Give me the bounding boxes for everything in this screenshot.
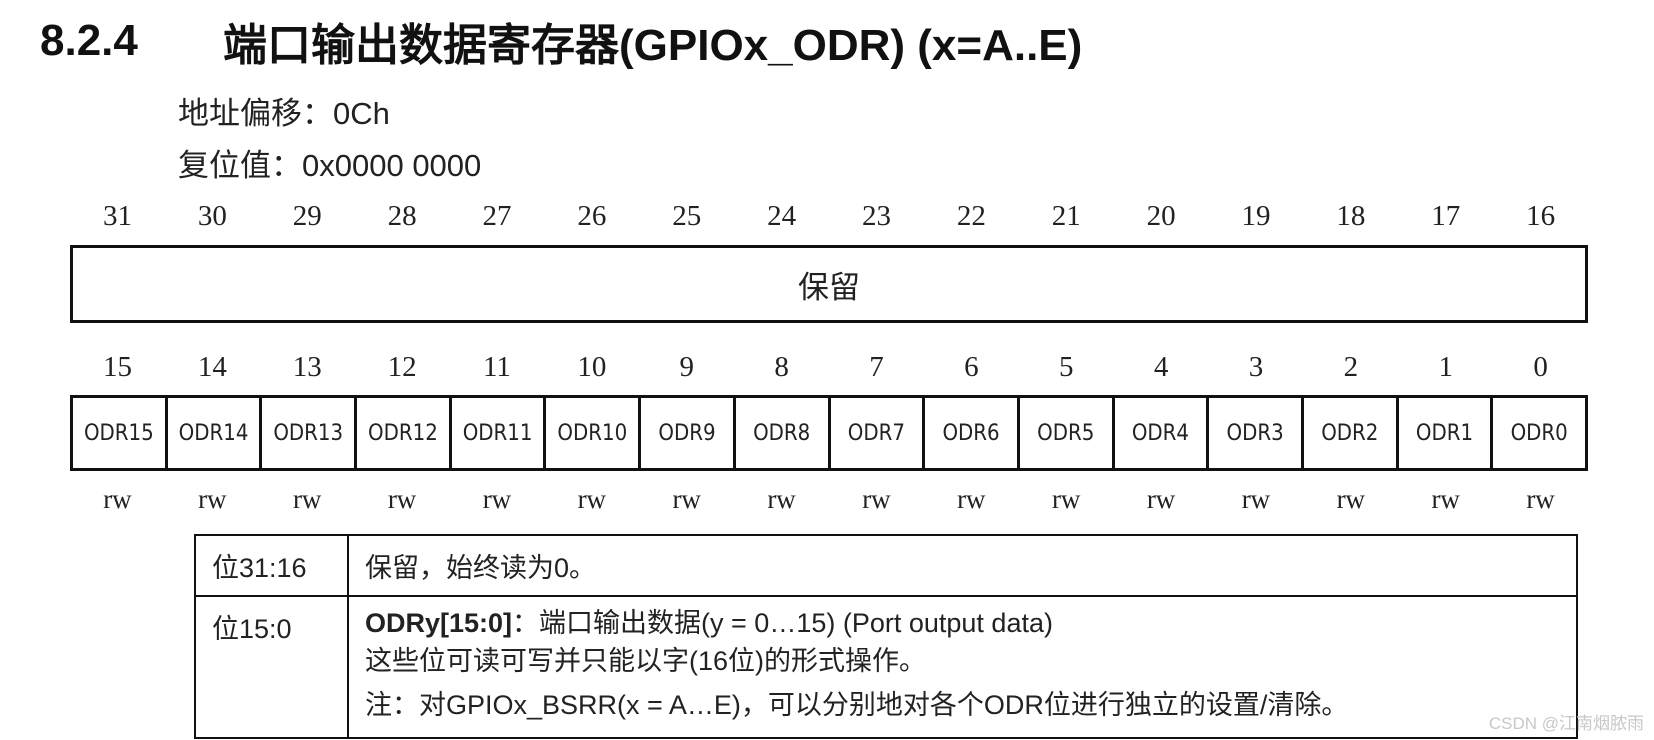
access-type: rw	[292, 484, 322, 514]
bit-number: 21	[1051, 200, 1081, 232]
low-bit-numbers: 15 14 13 12 11 10 9 8 7 6 5 4 3 2 1 0	[70, 351, 1588, 384]
bit-number: 4	[1153, 351, 1169, 383]
bit-number: 23	[861, 200, 891, 232]
bit-number: 13	[292, 351, 322, 383]
access-type: rw	[103, 484, 132, 514]
table-row: 位31:16 保留，始终读为0。	[194, 534, 1578, 597]
bit-number: 27	[482, 200, 512, 232]
bit-description-table: 位31:16 保留，始终读为0。 位15:0 ODRy[15:0]：端口输出数据…	[194, 534, 1578, 739]
bit-number: 15	[102, 351, 132, 383]
bit-number: 7	[869, 351, 884, 383]
odr-field: ODR10	[543, 398, 638, 468]
bit-number: 9	[679, 351, 694, 383]
access-type: rw	[387, 484, 417, 514]
odr-field: ODR0	[1490, 398, 1585, 468]
field-note: 注：对GPIOx_BSRR(x = A…E)，可以分别地对各个ODR位进行独立的…	[365, 690, 1349, 720]
address-offset: 地址偏移：0Ch	[178, 96, 390, 131]
watermark: CSDN @江南烟脓雨	[1488, 714, 1644, 733]
bit-number: 22	[956, 200, 986, 232]
bit-number: 16	[1526, 200, 1556, 232]
bit-number: 6	[964, 351, 979, 383]
access-types: rw rw rw rw rw rw rw rw rw rw rw rw rw r…	[70, 484, 1588, 515]
odr-field: ODR15	[83, 420, 154, 446]
odr-field: ODR9	[638, 398, 733, 468]
bit-number: 20	[1146, 200, 1176, 232]
access-type: rw	[767, 484, 796, 514]
odr-field: ODR5	[1016, 398, 1112, 468]
access-type: rw	[957, 484, 986, 514]
field-summary: ：端口输出数据(y = 0…15) (Port output data)	[512, 608, 1053, 638]
bit-number: 28	[387, 200, 417, 232]
bit-description: 保留，始终读为0。	[347, 534, 1578, 597]
odr-field: ODR7	[827, 398, 923, 468]
access-type: rw	[577, 484, 607, 514]
odr-field: ODR12	[354, 398, 449, 468]
reset-value: 复位值：0x0000 0000	[178, 148, 482, 183]
bit-number: 25	[672, 200, 702, 232]
bit-number: 24	[767, 200, 797, 232]
odr-field: ODR6	[922, 398, 1017, 468]
odr-field: ODR4	[1111, 398, 1207, 468]
field-title: ODRy[15:0]：端口输出数据(y = 0…15) (Port output…	[365, 607, 1560, 639]
access-type: rw	[862, 484, 891, 514]
reserved-field: 保留	[70, 245, 1588, 323]
bit-number: 19	[1241, 200, 1271, 232]
bit-number: 31	[102, 200, 132, 232]
access-type: rw	[1526, 484, 1555, 514]
bit-number: 14	[197, 351, 227, 383]
access-type: rw	[198, 484, 227, 514]
access-type: rw	[482, 484, 512, 514]
bit-number: 5	[1058, 351, 1074, 383]
section-heading: 8.2.4 端口输出数据寄存器(GPIOx_ODR) (x=A..E)	[40, 8, 1082, 74]
table-row: 位15:0 ODRy[15:0]：端口输出数据(y = 0…15) (Port …	[194, 595, 1578, 739]
reserved-label: 保留	[798, 269, 860, 305]
bit-number: 30	[197, 200, 227, 232]
bit-range: 位15:0	[194, 595, 349, 739]
bit-number: 29	[292, 200, 322, 232]
odr-field-row: ODR15 ODR14 ODR13 ODR12 ODR11 ODR10 ODR9…	[70, 395, 1588, 471]
bit-number: 3	[1248, 351, 1264, 383]
access-type: rw	[1051, 484, 1081, 514]
odr-field: ODR13	[259, 398, 354, 468]
field-name: ODRy[15:0]	[365, 608, 513, 638]
odr-field: ODR3	[1206, 398, 1301, 468]
access-type: rw	[1431, 484, 1460, 514]
field-detail: 这些位可读可写并只能以字(16位)的形式操作。	[365, 646, 927, 676]
access-type: rw	[1146, 484, 1176, 514]
section-number: 8.2.4	[40, 16, 138, 65]
bit-number: 1	[1438, 351, 1453, 383]
bit-number: 10	[577, 351, 607, 383]
bit-number: 18	[1336, 200, 1366, 232]
bit-range: 位31:16	[194, 534, 349, 597]
bit-number: 12	[387, 351, 417, 383]
bit-number: 26	[577, 200, 607, 232]
bit-number: 8	[774, 351, 789, 383]
access-type: rw	[1336, 484, 1366, 514]
odr-field: ODR2	[1300, 398, 1396, 468]
access-type: rw	[672, 484, 701, 514]
odr-field: ODR1	[1395, 398, 1491, 468]
odr-field: ODR14	[164, 398, 260, 468]
bit-number: 2	[1343, 351, 1359, 383]
bit-number: 0	[1533, 351, 1548, 383]
bit-number: 17	[1431, 200, 1461, 232]
bit-description: ODRy[15:0]：端口输出数据(y = 0…15) (Port output…	[347, 595, 1578, 739]
high-bit-numbers: 31 30 29 28 27 26 25 24 23 22 21 20 19 1…	[70, 200, 1588, 233]
bit-number: 11	[482, 351, 511, 383]
section-title: 端口输出数据寄存器(GPIOx_ODR) (x=A..E)	[223, 21, 1083, 70]
access-type: rw	[1241, 484, 1271, 514]
odr-field: ODR11	[448, 398, 544, 468]
odr-field: ODR8	[732, 398, 828, 468]
